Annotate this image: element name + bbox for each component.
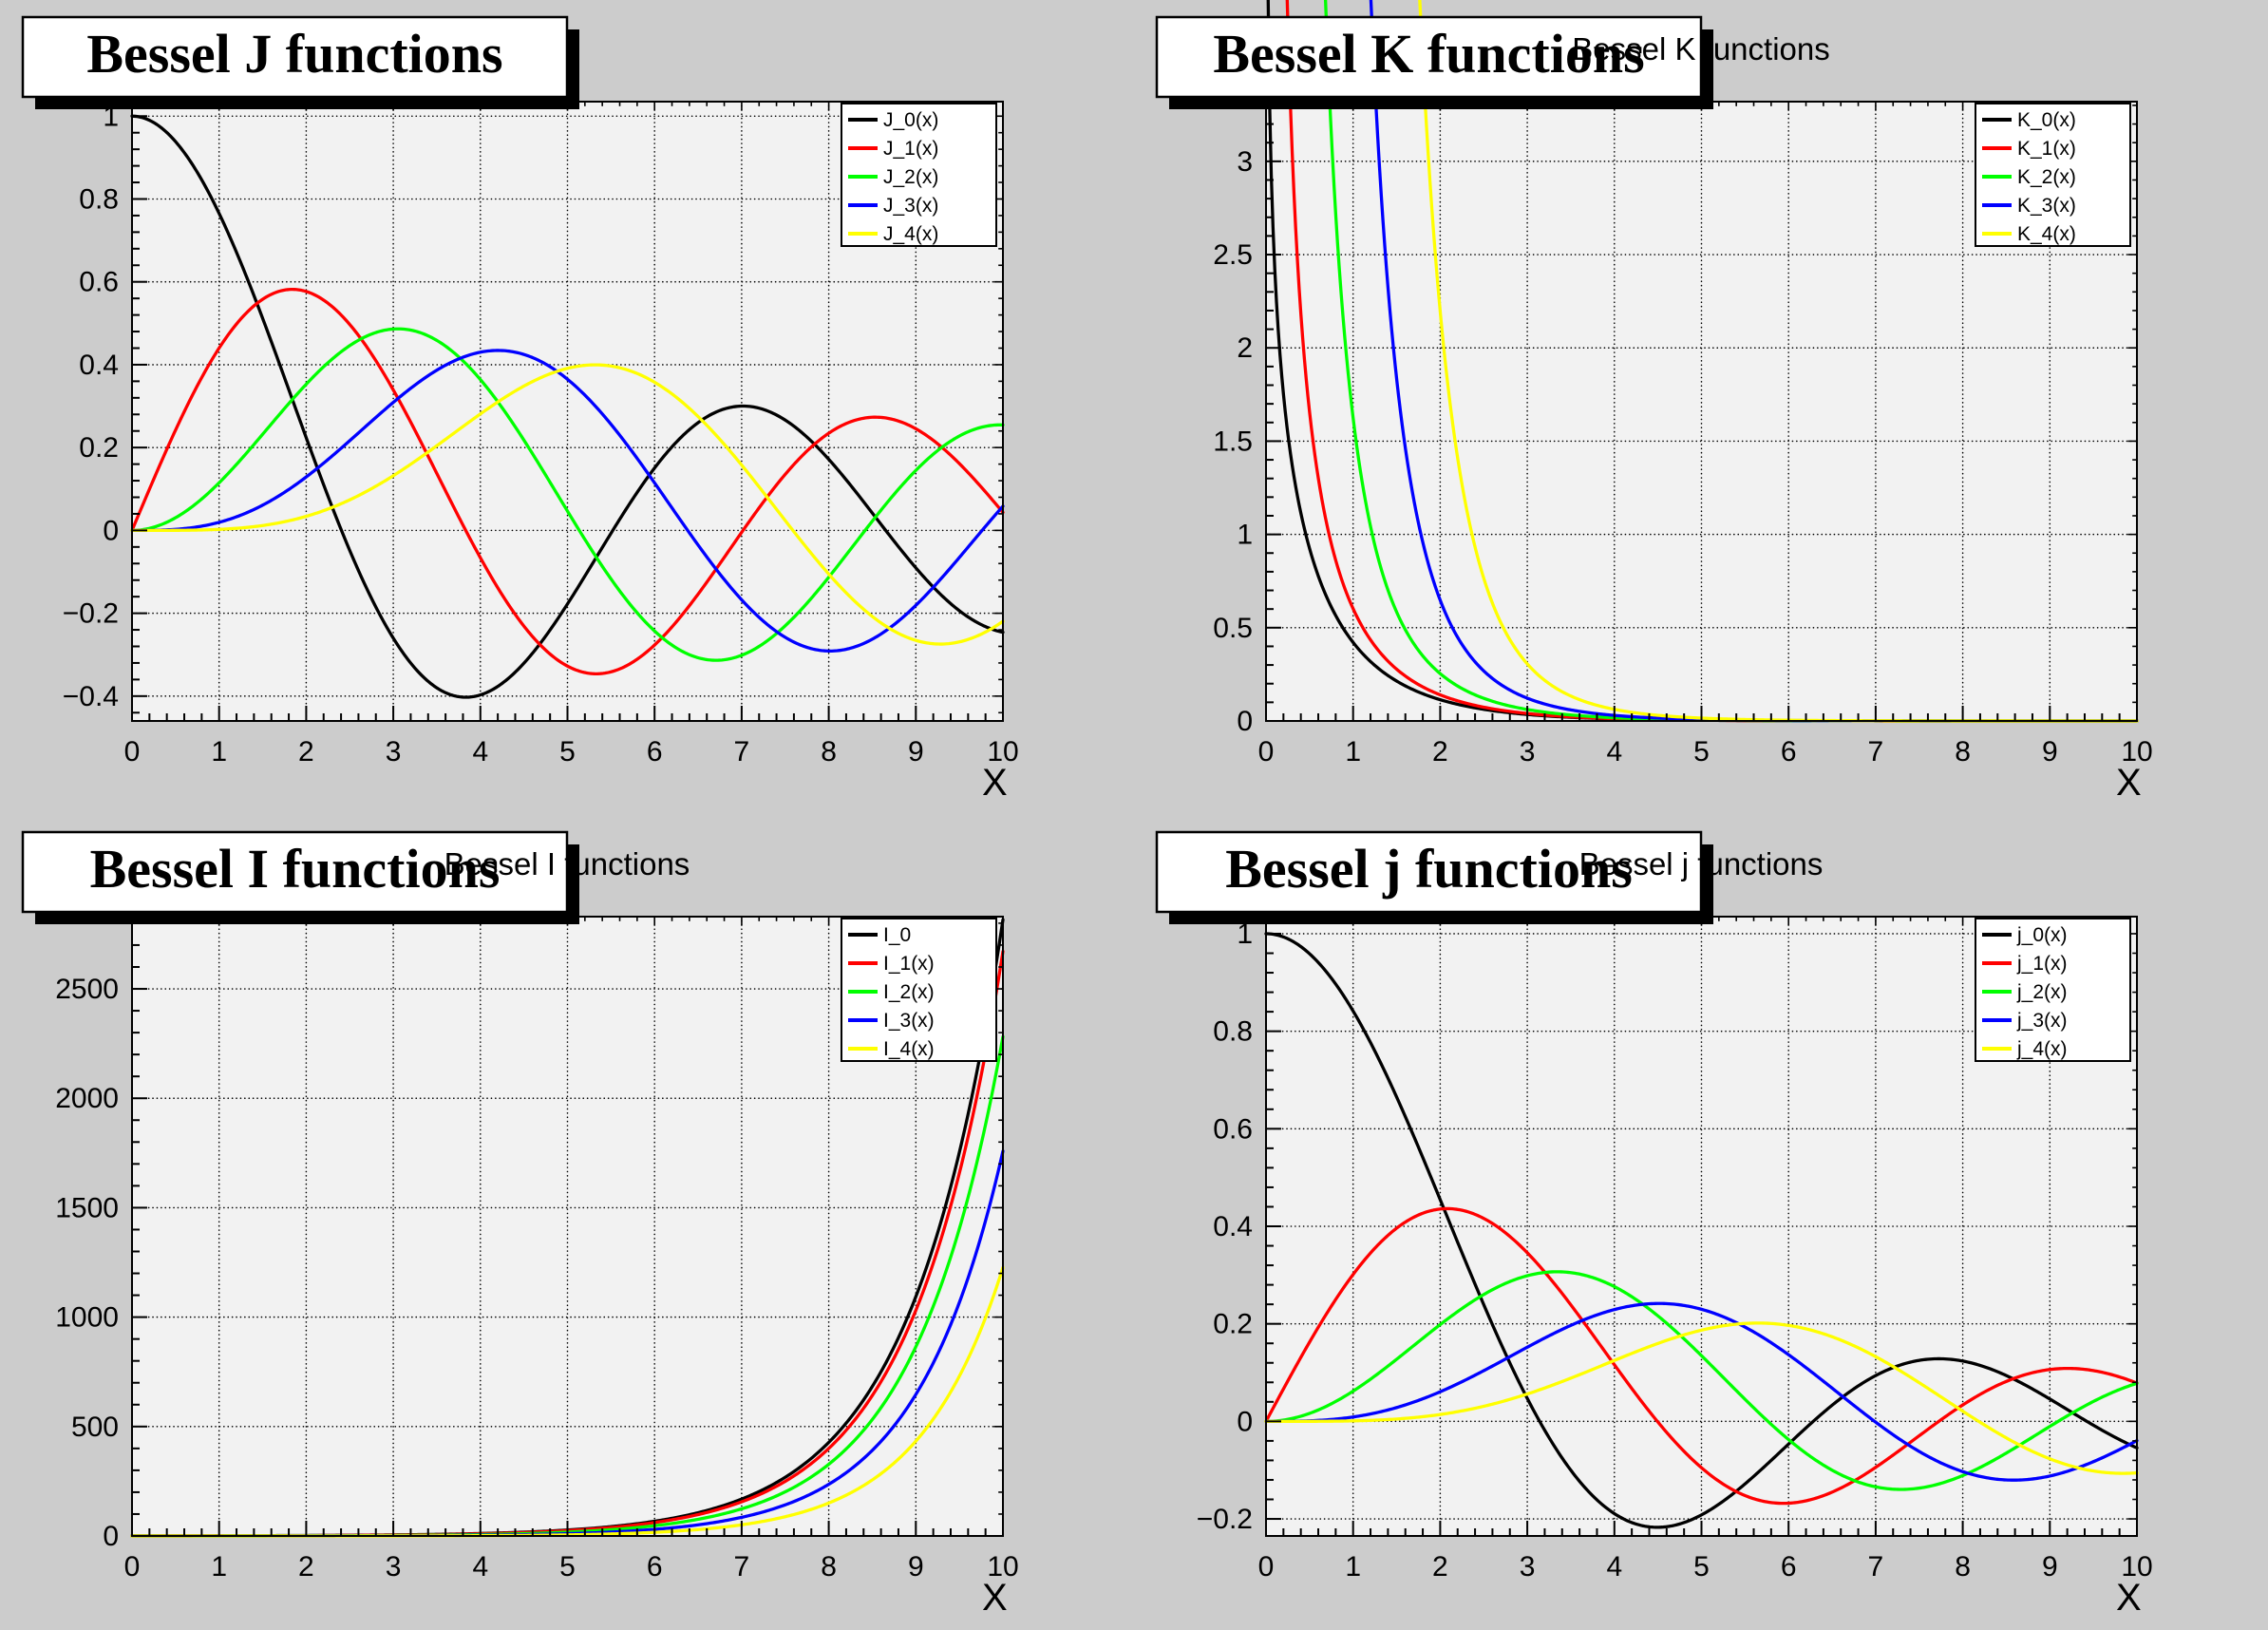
svg-text:I_0: I_0 — [883, 924, 911, 946]
svg-text:2: 2 — [298, 736, 314, 768]
svg-text:Bessel I functions: Bessel I functions — [444, 846, 690, 881]
svg-text:I_2(x): I_2(x) — [883, 981, 935, 1003]
svg-text:3: 3 — [1520, 736, 1536, 768]
svg-text:2000: 2000 — [55, 1083, 119, 1114]
svg-text:9: 9 — [908, 736, 924, 768]
svg-text:0: 0 — [124, 736, 141, 768]
svg-text:7: 7 — [734, 736, 750, 768]
svg-text:Bessel I functions: Bessel I functions — [90, 838, 501, 900]
svg-text:4: 4 — [472, 1551, 488, 1583]
svg-text:0.6: 0.6 — [1213, 1113, 1253, 1145]
svg-text:J_3(x): J_3(x) — [883, 195, 938, 217]
svg-text:6: 6 — [647, 736, 663, 768]
svg-text:j_3(x): j_3(x) — [2016, 1010, 2068, 1032]
svg-text:0.4: 0.4 — [1213, 1211, 1253, 1242]
svg-text:2: 2 — [1432, 1551, 1448, 1583]
svg-text:5: 5 — [559, 736, 576, 768]
svg-text:I_3(x): I_3(x) — [883, 1010, 935, 1032]
svg-text:0: 0 — [1237, 1406, 1253, 1437]
svg-text:Bessel K functions: Bessel K functions — [1572, 31, 1829, 66]
svg-text:0.4: 0.4 — [79, 350, 119, 381]
svg-text:9: 9 — [2042, 1551, 2058, 1583]
svg-text:7: 7 — [1868, 736, 1884, 768]
svg-text:j_2(x): j_2(x) — [2016, 981, 2068, 1003]
svg-text:4: 4 — [1606, 736, 1622, 768]
svg-text:Bessel j functions: Bessel j functions — [1225, 838, 1633, 900]
svg-text:0.2: 0.2 — [79, 432, 119, 464]
svg-text:X: X — [2116, 762, 2142, 804]
svg-text:0.6: 0.6 — [79, 267, 119, 298]
svg-text:8: 8 — [1955, 1551, 1971, 1583]
svg-text:K_4(x): K_4(x) — [2017, 223, 2076, 245]
svg-text:K_0(x): K_0(x) — [2017, 109, 2076, 131]
svg-text:1000: 1000 — [55, 1302, 119, 1334]
svg-text:1: 1 — [211, 736, 227, 768]
svg-text:1: 1 — [211, 1551, 227, 1583]
svg-text:1500: 1500 — [55, 1192, 119, 1223]
svg-text:8: 8 — [821, 1551, 837, 1583]
svg-text:0: 0 — [1258, 1551, 1275, 1583]
svg-text:I_4(x): I_4(x) — [883, 1038, 935, 1060]
svg-text:1: 1 — [1237, 520, 1253, 551]
svg-text:X: X — [982, 762, 1008, 804]
svg-text:K_1(x): K_1(x) — [2017, 138, 2076, 160]
svg-text:2: 2 — [298, 1551, 314, 1583]
svg-text:3: 3 — [1237, 146, 1253, 178]
svg-text:0.5: 0.5 — [1213, 613, 1253, 644]
svg-text:8: 8 — [821, 736, 837, 768]
svg-text:5: 5 — [1693, 736, 1710, 768]
svg-text:5: 5 — [559, 1551, 576, 1583]
svg-text:6: 6 — [647, 1551, 663, 1583]
svg-text:0.8: 0.8 — [79, 183, 119, 215]
svg-text:1: 1 — [1345, 1551, 1361, 1583]
svg-text:j_1(x): j_1(x) — [2016, 953, 2068, 975]
svg-text:3: 3 — [1520, 1551, 1536, 1583]
svg-text:0: 0 — [103, 1521, 119, 1552]
svg-text:2.5: 2.5 — [1213, 239, 1253, 271]
svg-text:0: 0 — [103, 515, 119, 546]
svg-text:5: 5 — [1693, 1551, 1710, 1583]
svg-text:J_4(x): J_4(x) — [883, 223, 938, 245]
svg-text:I_1(x): I_1(x) — [883, 953, 935, 975]
svg-text:J_2(x): J_2(x) — [883, 166, 938, 188]
svg-text:K_2(x): K_2(x) — [2017, 166, 2076, 188]
svg-text:3: 3 — [386, 736, 402, 768]
svg-text:0: 0 — [1258, 736, 1275, 768]
svg-text:9: 9 — [908, 1551, 924, 1583]
svg-text:6: 6 — [1781, 736, 1797, 768]
svg-text:2: 2 — [1237, 332, 1253, 364]
svg-text:0: 0 — [1237, 706, 1253, 737]
svg-text:X: X — [2116, 1577, 2142, 1619]
svg-text:0.8: 0.8 — [1213, 1016, 1253, 1048]
svg-text:X: X — [982, 1577, 1008, 1619]
svg-text:j_0(x): j_0(x) — [2016, 924, 2068, 946]
svg-text:7: 7 — [734, 1551, 750, 1583]
svg-text:2500: 2500 — [55, 974, 119, 1005]
svg-text:7: 7 — [1868, 1551, 1884, 1583]
svg-text:−0.2: −0.2 — [63, 598, 119, 630]
svg-text:0: 0 — [124, 1551, 141, 1583]
svg-text:−0.2: −0.2 — [1197, 1504, 1253, 1535]
svg-text:1: 1 — [1345, 736, 1361, 768]
svg-text:0.2: 0.2 — [1213, 1309, 1253, 1340]
svg-text:K_3(x): K_3(x) — [2017, 195, 2076, 217]
svg-text:j_4(x): j_4(x) — [2016, 1038, 2068, 1060]
svg-text:Bessel J functions: Bessel J functions — [86, 23, 502, 85]
svg-text:9: 9 — [2042, 736, 2058, 768]
svg-text:6: 6 — [1781, 1551, 1797, 1583]
svg-text:2: 2 — [1432, 736, 1448, 768]
svg-text:−0.4: −0.4 — [63, 681, 119, 712]
svg-text:3: 3 — [386, 1551, 402, 1583]
svg-text:Bessel j functions: Bessel j functions — [1579, 846, 1824, 881]
svg-text:J_1(x): J_1(x) — [883, 138, 938, 160]
svg-text:1.5: 1.5 — [1213, 426, 1253, 457]
svg-text:8: 8 — [1955, 736, 1971, 768]
svg-text:500: 500 — [71, 1412, 119, 1443]
svg-text:4: 4 — [472, 736, 488, 768]
svg-text:J_0(x): J_0(x) — [883, 109, 938, 131]
svg-text:4: 4 — [1606, 1551, 1622, 1583]
